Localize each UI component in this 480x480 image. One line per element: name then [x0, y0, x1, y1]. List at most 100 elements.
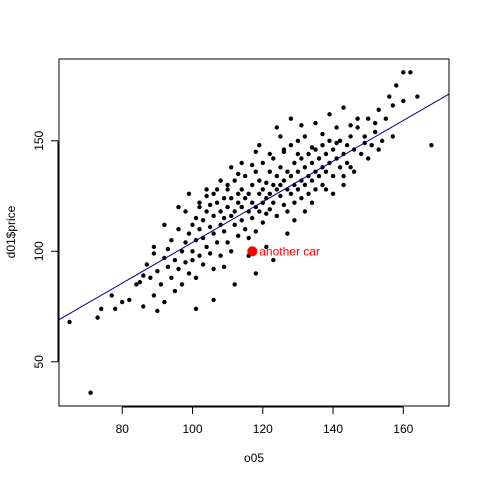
data-point [313, 147, 318, 152]
data-point [390, 134, 395, 139]
data-point [313, 187, 318, 192]
data-point [232, 282, 237, 287]
data-point [260, 220, 265, 225]
data-point [88, 390, 93, 395]
data-point [218, 178, 223, 183]
data-point [429, 143, 434, 148]
data-point [348, 123, 353, 128]
data-point [257, 191, 262, 196]
data-point [264, 244, 269, 250]
data-point [172, 288, 178, 294]
data-point [183, 240, 188, 245]
data-point [274, 213, 279, 219]
data-point [295, 138, 301, 143]
data-point [323, 151, 329, 157]
data-point [366, 156, 371, 161]
data-point [344, 160, 350, 166]
data-point [169, 238, 174, 243]
data-point [274, 173, 279, 179]
data-point [229, 249, 234, 254]
data-point [281, 178, 287, 183]
data-point [327, 138, 332, 143]
data-point [302, 165, 308, 170]
x-tick-label: 100 [182, 422, 202, 436]
data-point [334, 125, 339, 130]
data-point [99, 306, 104, 311]
data-point [197, 253, 202, 258]
data-point [134, 282, 139, 287]
data-point [278, 165, 283, 170]
data-point [278, 134, 283, 139]
data-point [204, 187, 209, 192]
data-point [151, 244, 157, 250]
data-point [179, 249, 185, 254]
data-point [313, 120, 318, 126]
data-point [299, 196, 304, 201]
x-axis-title: o05 [244, 451, 264, 465]
data-point [197, 200, 202, 205]
highlight-label: another car [259, 244, 320, 258]
data-point [236, 171, 241, 177]
data-point [239, 160, 244, 166]
data-point [236, 233, 241, 238]
data-point [151, 293, 157, 298]
data-point [95, 315, 100, 320]
data-point [243, 227, 248, 232]
data-point [355, 125, 360, 130]
data-point [376, 147, 381, 152]
data-point [232, 222, 237, 227]
data-point [267, 191, 272, 196]
data-point [390, 103, 395, 108]
data-point [334, 140, 339, 146]
data-point [183, 209, 188, 214]
y-axis-title: d01$price [4, 205, 18, 258]
data-point [221, 196, 227, 201]
data-point [214, 240, 220, 245]
data-point [278, 193, 283, 199]
data-point [176, 266, 181, 272]
data-point [211, 191, 216, 196]
data-point [373, 120, 378, 126]
data-point [253, 229, 258, 234]
data-point [253, 271, 258, 276]
data-point [232, 178, 237, 183]
data-point [257, 178, 262, 183]
data-point [281, 147, 287, 152]
data-point [120, 299, 125, 305]
data-point [197, 227, 202, 232]
y-tick-label: 50 [32, 355, 46, 369]
data-point [408, 70, 413, 75]
x-tick-label: 140 [323, 422, 343, 436]
data-point [200, 262, 206, 267]
data-point [285, 169, 290, 174]
x-tick-label: 160 [393, 422, 413, 436]
data-point [366, 116, 371, 121]
data-point [243, 196, 248, 201]
data-point [337, 165, 343, 170]
data-point [183, 260, 188, 265]
regression-line [58, 93, 450, 321]
data-point [264, 180, 269, 185]
data-point [278, 182, 283, 188]
data-point [316, 173, 322, 179]
data-point [250, 215, 255, 221]
data-point [387, 94, 392, 99]
data-point [193, 306, 199, 311]
data-point [204, 244, 209, 250]
data-point [323, 187, 329, 192]
data-point [190, 249, 195, 254]
data-point [260, 187, 265, 192]
data-point [204, 209, 209, 214]
data-point [246, 191, 251, 196]
data-point [288, 143, 294, 148]
data-point [394, 83, 399, 88]
data-point [253, 169, 258, 174]
x-axis: 80 100 120 140 160 [116, 406, 414, 436]
data-point [401, 70, 406, 75]
data-point [341, 173, 346, 179]
data-point [229, 196, 234, 201]
data-point [186, 191, 192, 196]
data-point [239, 218, 244, 223]
x-tick-label: 80 [116, 422, 130, 436]
data-point [211, 213, 216, 219]
